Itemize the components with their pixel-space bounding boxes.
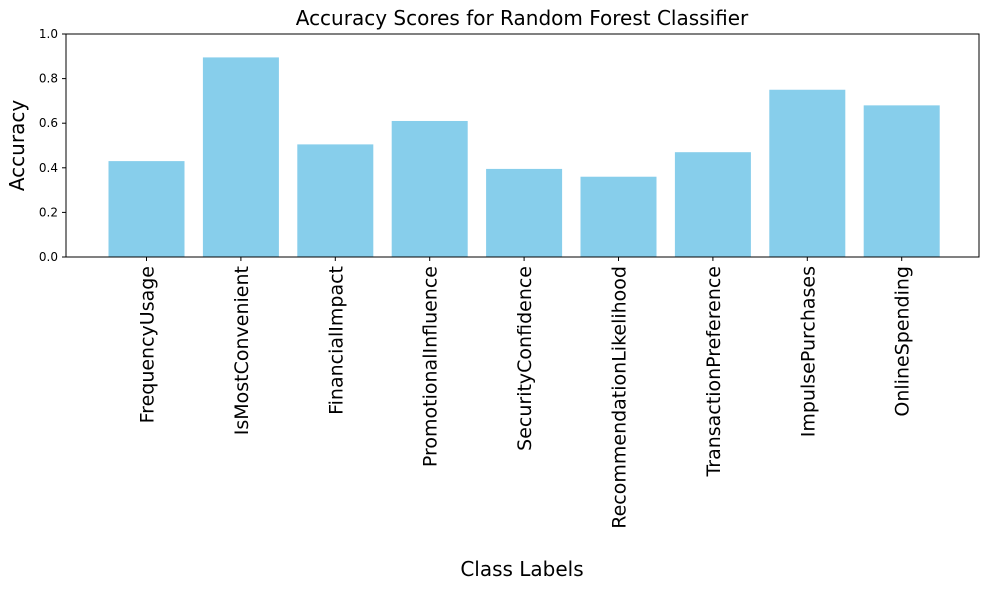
- bar-OnlineSpending: [863, 105, 940, 257]
- x-tick-label: ImpulsePurchases: [797, 266, 819, 437]
- y-tick-label: 0.8: [39, 72, 58, 86]
- chart-title: Accuracy Scores for Random Forest Classi…: [296, 6, 749, 30]
- x-tick-label: IsMostConvenient: [231, 266, 253, 435]
- bar-SecurityConfidence: [486, 168, 563, 257]
- x-tick-label: RecommendationLikelihood: [609, 266, 631, 529]
- bar-FrequencyUsage: [108, 161, 185, 257]
- x-tick-label: FrequencyUsage: [137, 266, 159, 423]
- bar-FinancialImpact: [297, 144, 374, 257]
- x-tick-label: TransactionPreference: [703, 266, 725, 478]
- y-tick-label: 0.0: [39, 250, 58, 264]
- bar-TransactionPreference: [674, 152, 751, 257]
- x-tick-label: SecurityConfidence: [514, 266, 536, 451]
- x-axis-ticks: FrequencyUsage IsMostConvenient FinancialI…: [137, 257, 914, 529]
- bar-PromotionalInfluence: [391, 120, 468, 257]
- plot-frame: [65, 33, 980, 258]
- x-tick-label: FinancialImpact: [325, 266, 347, 415]
- bar-RecommendationLikelihood: [580, 176, 657, 257]
- bars-group: [108, 57, 940, 257]
- y-axis-ticks: 0.0 0.2 0.4 0.6 0.8 1.0: [39, 27, 66, 264]
- x-tick-label: PromotionalInfluence: [420, 266, 442, 467]
- y-tick-label: 0.6: [39, 116, 58, 130]
- bar-IsMostConvenient: [202, 57, 279, 257]
- x-tick-label: OnlineSpending: [892, 266, 914, 417]
- y-tick-label: 0.4: [39, 161, 58, 175]
- y-axis-title: Accuracy: [5, 100, 29, 191]
- y-tick-label: 0.2: [39, 205, 58, 219]
- y-tick-label: 1.0: [39, 27, 58, 41]
- x-axis-title: Class Labels: [460, 557, 583, 581]
- bar-ImpulsePurchases: [769, 89, 846, 257]
